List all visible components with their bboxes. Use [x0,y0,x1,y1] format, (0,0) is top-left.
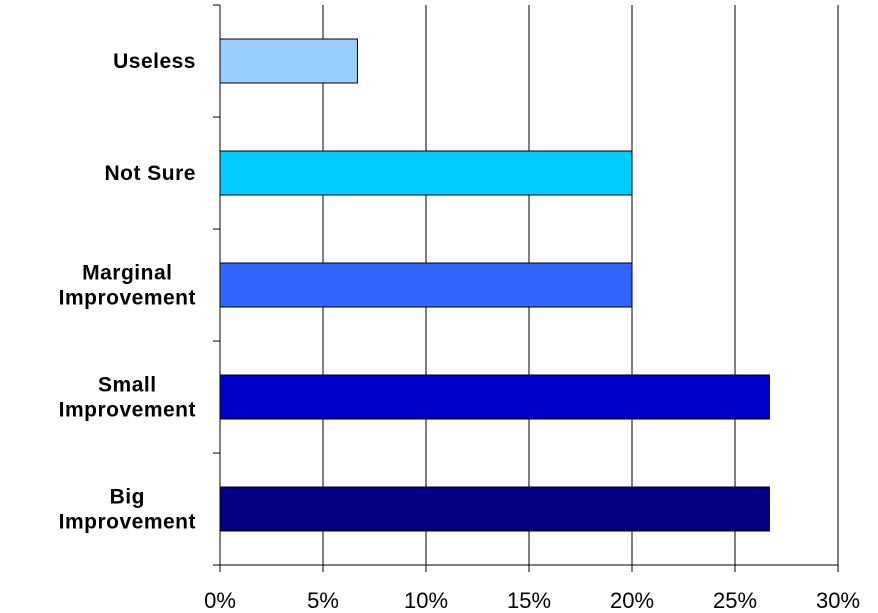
category-label-2-0: Marginal [82,262,172,285]
bar-4 [219,486,770,532]
category-label-2-1: Improvement [59,287,196,310]
x-tick-labels: 0% 5% 10% 15% 20% 25% 30% [204,588,860,613]
x-tick-label-25: 25% [713,588,757,613]
bars [219,38,770,532]
x-tick-label-15: 15% [507,588,551,613]
category-label-4-1: Improvement [59,511,196,534]
category-label-0-0: Useless [113,50,196,73]
category-label-3-0: Small [98,374,157,397]
bar-3 [219,374,770,420]
bar-0 [219,38,358,84]
category-label-1-0: Not Sure [104,162,196,185]
x-tick-label-5: 5% [307,588,339,613]
x-tick-label-0: 0% [204,588,236,613]
bar-2 [219,262,633,308]
x-tick-label-20: 20% [610,588,654,613]
x-tick-label-10: 10% [404,588,448,613]
x-tick-label-30: 30% [816,588,860,613]
category-label-3-1: Improvement [59,399,196,422]
axes [213,4,839,572]
bar-1 [219,150,633,196]
category-label-4-0: Big [110,486,145,509]
